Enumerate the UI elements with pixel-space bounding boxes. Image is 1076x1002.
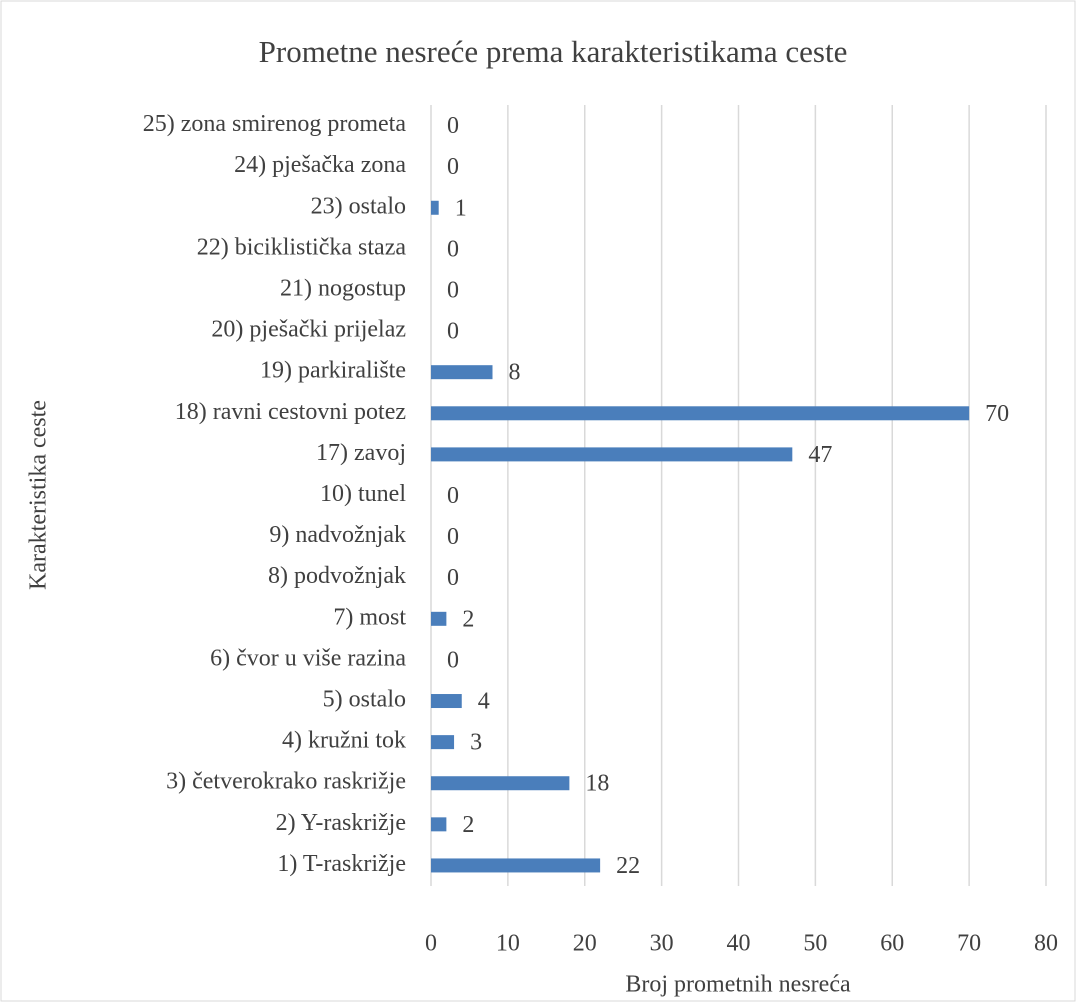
data-label: 0 (447, 277, 459, 303)
y-tick-label: 10) tunel (320, 481, 406, 507)
x-tick-label: 0 (425, 931, 437, 957)
y-tick-label: 6) čvor u više razina (210, 645, 406, 671)
y-tick-label: 23) ostalo (311, 193, 406, 219)
y-tick-label: 21) nogostup (280, 275, 406, 301)
bar (431, 611, 447, 626)
x-tick-label: 50 (803, 931, 827, 957)
y-tick-label: 5) ostalo (323, 687, 406, 713)
y-tick-label: 1) T-raskrižje (277, 851, 406, 877)
chart-title: Prometne nesreće prema karakteristikama … (259, 34, 848, 69)
x-tick-label: 20 (573, 931, 597, 957)
y-tick-label: 18) ravni cestovni potez (175, 399, 406, 425)
bar (431, 858, 601, 873)
x-tick-label: 60 (880, 931, 904, 957)
bar (431, 365, 493, 380)
data-label: 2 (462, 606, 474, 632)
data-label: 0 (447, 113, 459, 139)
x-axis-title: Broj prometnih nesreća (625, 972, 851, 998)
bar (431, 735, 455, 750)
data-label: 0 (447, 524, 459, 550)
data-label: 0 (447, 483, 459, 509)
data-label: 0 (447, 319, 459, 345)
y-tick-label: 19) parkiralište (260, 358, 406, 384)
data-label: 70 (985, 401, 1009, 427)
y-tick-label: 8) podvožnjak (268, 563, 406, 589)
x-tick-label: 40 (727, 931, 751, 957)
y-tick-label: 25) zona smirenog prometa (143, 111, 407, 137)
bar (431, 447, 793, 462)
data-label: 0 (447, 154, 459, 180)
data-label: 47 (808, 442, 832, 468)
y-tick-label: 3) četverokrako raskrižje (166, 769, 406, 795)
y-tick-label: 9) nadvožnjak (269, 522, 406, 548)
data-label: 18 (585, 771, 609, 797)
y-tick-label: 2) Y-raskrižje (276, 810, 406, 836)
x-tick-label: 30 (650, 931, 674, 957)
bar (431, 406, 970, 421)
data-label: 0 (447, 647, 459, 673)
y-tick-label: 7) most (333, 604, 406, 630)
bar (431, 776, 570, 791)
x-tick-label: 10 (496, 931, 520, 957)
bar (431, 200, 439, 215)
y-tick-label: 17) zavoj (316, 440, 406, 466)
data-label: 8 (509, 360, 521, 386)
bar (431, 817, 447, 832)
x-tick-label: 80 (1034, 931, 1058, 957)
y-tick-label: 20) pješački prijelaz (211, 317, 406, 343)
data-label: 0 (447, 565, 459, 591)
data-label: 1 (455, 195, 467, 221)
x-tick-label: 70 (957, 931, 981, 957)
data-label: 4 (478, 689, 490, 715)
data-label: 0 (447, 236, 459, 262)
y-axis-title: Karakteristika ceste (26, 400, 52, 590)
data-label: 22 (616, 853, 640, 879)
y-tick-label: 4) kružni tok (282, 728, 406, 754)
y-tick-label: 24) pješačka zona (234, 152, 406, 178)
data-label: 2 (462, 812, 474, 838)
data-label: 3 (470, 730, 482, 756)
bar (431, 694, 462, 709)
y-tick-label: 22) biciklistička staza (197, 234, 407, 260)
